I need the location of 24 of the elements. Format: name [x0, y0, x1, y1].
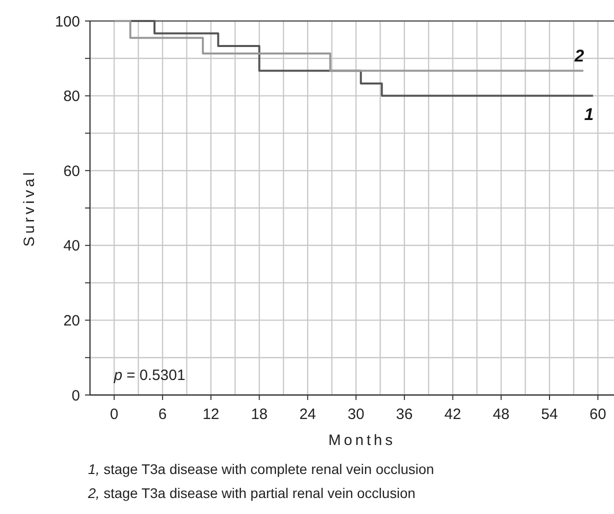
x-tick-label: 48: [492, 406, 510, 423]
x-tick-label: 36: [396, 406, 413, 423]
x-tick-label: 6: [158, 406, 167, 423]
y-tick-label: 60: [63, 162, 80, 180]
x-tick-label: 42: [444, 406, 462, 423]
series-label: 2: [574, 46, 585, 66]
x-axis-title: Months: [328, 432, 396, 449]
x-tick-label: 12: [202, 406, 220, 423]
y-tick-label: 80: [63, 88, 80, 106]
text: 2, stage T3a disease with partial renal vein occlusion: [87, 485, 416, 501]
x-tick-label: 18: [250, 406, 268, 423]
y-axis-title: Survival: [21, 169, 38, 247]
y-tick-label: 40: [63, 238, 80, 255]
y-tick-label: 20: [63, 312, 80, 330]
x-tick-label: 60: [590, 406, 606, 423]
y-tick-label: 0: [72, 387, 80, 404]
x-tick-label: 54: [541, 406, 558, 423]
series-label: 1: [584, 104, 594, 124]
x-tick-label: 24: [299, 406, 316, 423]
annotation: p = 0.5301: [113, 367, 186, 384]
text: 1, stage T3a disease with complete renal vein occlusion: [88, 461, 434, 477]
x-tick-label: 30: [348, 406, 364, 423]
y-tick-label: 100: [54, 13, 80, 30]
x-tick-label: 0: [110, 406, 118, 423]
